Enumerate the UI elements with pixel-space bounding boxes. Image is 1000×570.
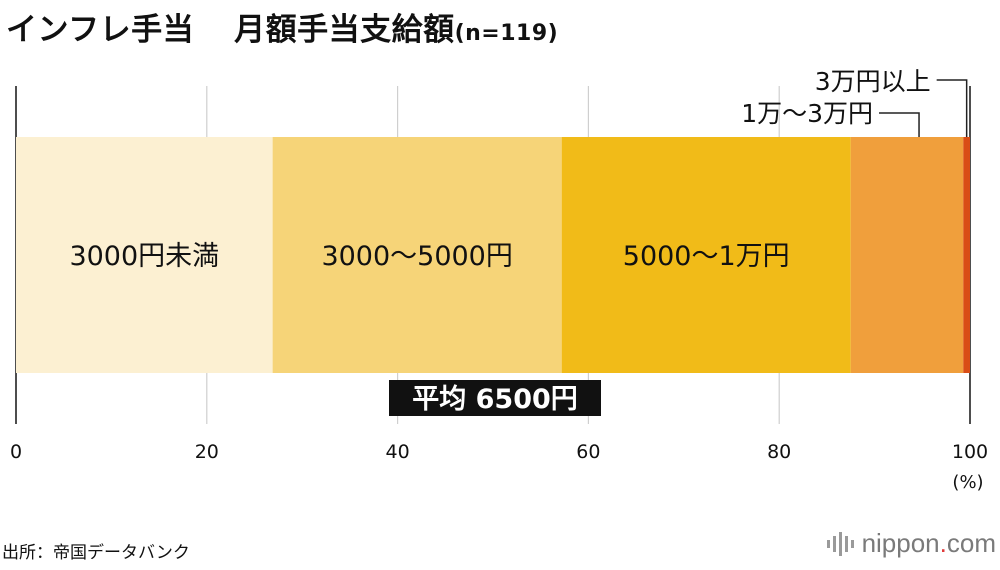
bar-segments bbox=[16, 137, 970, 373]
callout-label: 1万〜3万円 bbox=[741, 99, 873, 128]
logo-text: nippon bbox=[861, 528, 940, 558]
chart-title: インフレ手当 月額手当支給額(n=119) bbox=[6, 4, 558, 49]
average-label: 平均 6500円 bbox=[412, 384, 578, 415]
segment-label: 3000〜5000円 bbox=[321, 241, 512, 272]
axis-unit: (%) bbox=[952, 472, 983, 493]
tick-label: 100 bbox=[952, 441, 988, 463]
tick-label: 40 bbox=[386, 441, 410, 463]
source-note: 出所：帝国データバンク bbox=[2, 543, 190, 563]
tick-label: 60 bbox=[576, 441, 600, 463]
logo-dot: . bbox=[939, 528, 947, 558]
bar-segment bbox=[561, 137, 851, 373]
callout-leader bbox=[936, 79, 968, 137]
callout-leader bbox=[879, 112, 920, 137]
sample-size: (n=119) bbox=[454, 21, 559, 46]
tick-label: 80 bbox=[767, 441, 791, 463]
callout-label: 3万円以上 bbox=[815, 67, 931, 96]
average-annotation: 平均 6500円 bbox=[389, 380, 601, 416]
bar-segment bbox=[272, 137, 562, 373]
x-axis: 0 20 40 60 80 100 (%) bbox=[10, 441, 988, 493]
callout-labels: 1万〜3万円 3万円以上 bbox=[741, 67, 968, 137]
segment-label: 3000円未満 bbox=[69, 241, 219, 272]
segment-labels: 3000円未満 3000〜5000円 5000〜1万円 bbox=[69, 241, 789, 272]
title-main: インフレ手当 bbox=[6, 12, 195, 48]
average-label-background bbox=[389, 380, 601, 416]
waveform-icon bbox=[826, 531, 854, 556]
tick-label: 20 bbox=[195, 441, 219, 463]
nippon-logo: nippon.com bbox=[826, 528, 996, 559]
bar-segment bbox=[16, 137, 273, 373]
segment-label: 5000〜1万円 bbox=[623, 241, 790, 272]
bar-segment bbox=[963, 137, 970, 373]
bar-segment bbox=[850, 137, 964, 373]
logo-suffix: com bbox=[946, 528, 996, 558]
title-sub: 月額手当支給額 bbox=[234, 12, 455, 48]
tick-label: 0 bbox=[10, 441, 22, 463]
